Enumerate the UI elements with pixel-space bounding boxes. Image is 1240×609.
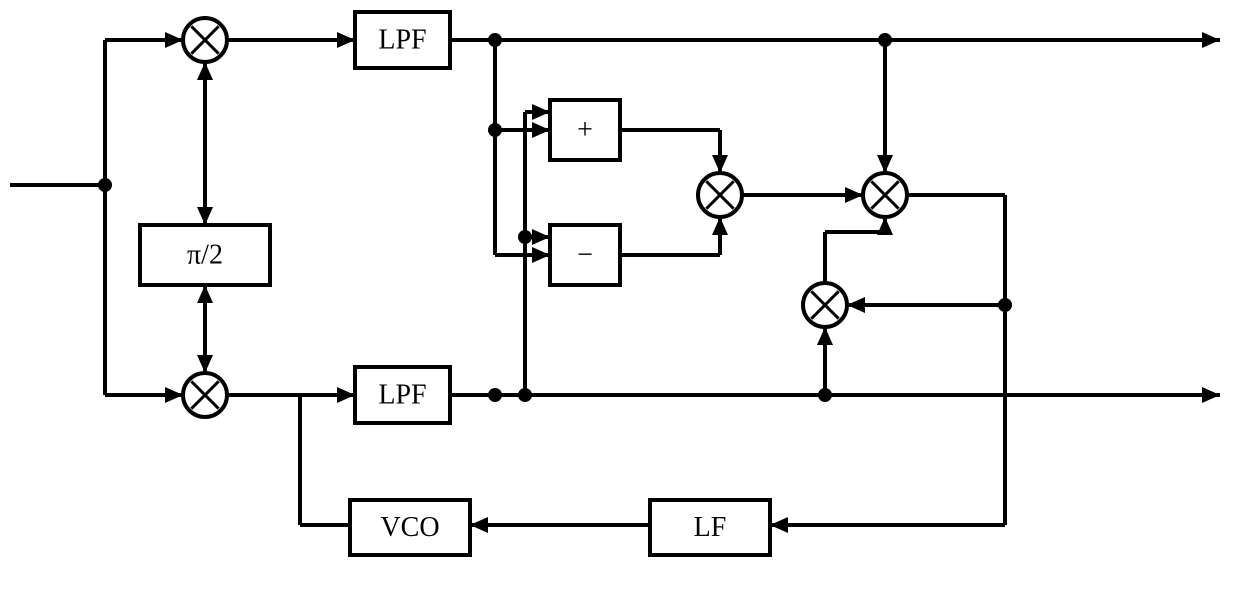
phase-shift-label: π/2 [187,239,223,270]
loop-filter-label: LF [694,512,727,543]
lpf-bottom-label: LPF [378,379,426,410]
subtractor-label: − [577,239,593,270]
vco-label: VCO [380,512,439,543]
adder-label: + [577,114,593,145]
lpf-top-label: LPF [378,24,426,55]
